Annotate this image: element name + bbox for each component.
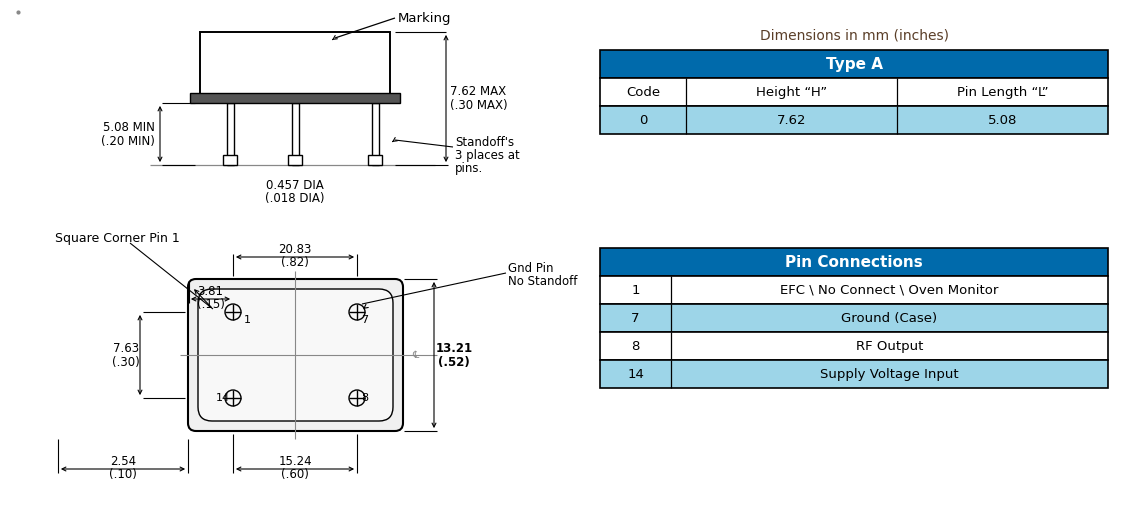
Text: 1: 1 <box>244 315 252 325</box>
Bar <box>600 276 1108 304</box>
Bar <box>600 50 1108 78</box>
Text: 15.24: 15.24 <box>279 454 312 468</box>
Text: 7: 7 <box>360 315 368 325</box>
Text: (.10): (.10) <box>109 468 137 480</box>
Text: 20.83: 20.83 <box>279 243 312 256</box>
Text: (.82): (.82) <box>281 256 309 268</box>
Text: (.30 MAX): (.30 MAX) <box>450 99 508 112</box>
Text: 7: 7 <box>631 312 640 324</box>
Bar <box>227 103 234 165</box>
Text: (.018 DIA): (.018 DIA) <box>265 192 325 204</box>
Text: 13.21: 13.21 <box>436 341 473 355</box>
Text: 3 places at: 3 places at <box>455 149 520 161</box>
Text: 3.81: 3.81 <box>198 285 223 297</box>
Text: Height “H”: Height “H” <box>756 85 828 99</box>
Text: Marking: Marking <box>398 12 451 25</box>
Bar <box>600 304 1108 332</box>
Text: (.15): (.15) <box>197 297 225 311</box>
Text: No Standoff: No Standoff <box>508 274 577 288</box>
Text: (.52): (.52) <box>438 356 469 368</box>
Text: EFC \ No Connect \ Oven Monitor: EFC \ No Connect \ Oven Monitor <box>780 284 998 296</box>
Bar <box>200 32 390 95</box>
FancyBboxPatch shape <box>188 279 403 431</box>
Text: 8: 8 <box>631 339 640 353</box>
Text: Dimensions in mm (inches): Dimensions in mm (inches) <box>759 28 949 42</box>
Text: 0.457 DIA: 0.457 DIA <box>266 178 323 192</box>
Bar <box>190 93 400 103</box>
Bar <box>600 106 1108 134</box>
Text: 5.08 MIN: 5.08 MIN <box>103 121 155 133</box>
Text: Supply Voltage Input: Supply Voltage Input <box>820 367 959 381</box>
FancyBboxPatch shape <box>198 289 393 421</box>
Text: Type A: Type A <box>825 57 883 72</box>
Text: Ground (Case): Ground (Case) <box>841 312 938 324</box>
Text: 0: 0 <box>639 113 647 127</box>
Bar <box>372 103 378 165</box>
Text: (.20 MIN): (.20 MIN) <box>101 134 155 148</box>
Bar <box>287 155 302 165</box>
Text: 14: 14 <box>216 393 230 403</box>
Text: 7.63: 7.63 <box>113 341 139 355</box>
Text: 1: 1 <box>631 284 640 296</box>
Text: ℄: ℄ <box>412 350 418 360</box>
Text: 7.62 MAX: 7.62 MAX <box>450 85 506 98</box>
Text: Standoff's: Standoff's <box>455 135 514 149</box>
Bar <box>223 155 237 165</box>
Bar <box>368 155 382 165</box>
Text: 8: 8 <box>360 393 368 403</box>
Text: Gnd Pin: Gnd Pin <box>508 262 554 274</box>
Text: RF Output: RF Output <box>856 339 923 353</box>
Text: 2.54: 2.54 <box>110 454 136 468</box>
Text: Square Corner Pin 1: Square Corner Pin 1 <box>55 231 180 244</box>
Text: 14: 14 <box>627 367 643 381</box>
Text: 5.08: 5.08 <box>988 113 1017 127</box>
Bar <box>292 103 299 165</box>
Text: Pin Connections: Pin Connections <box>785 254 923 269</box>
Text: Code: Code <box>627 85 660 99</box>
Bar <box>600 78 1108 106</box>
Text: (.60): (.60) <box>281 468 309 480</box>
Text: Pin Length “L”: Pin Length “L” <box>957 85 1049 99</box>
Text: pins.: pins. <box>455 161 483 174</box>
Bar <box>600 332 1108 360</box>
Bar <box>600 360 1108 388</box>
Text: (.30): (.30) <box>112 356 140 368</box>
Text: 7.62: 7.62 <box>777 113 806 127</box>
Bar <box>600 248 1108 276</box>
